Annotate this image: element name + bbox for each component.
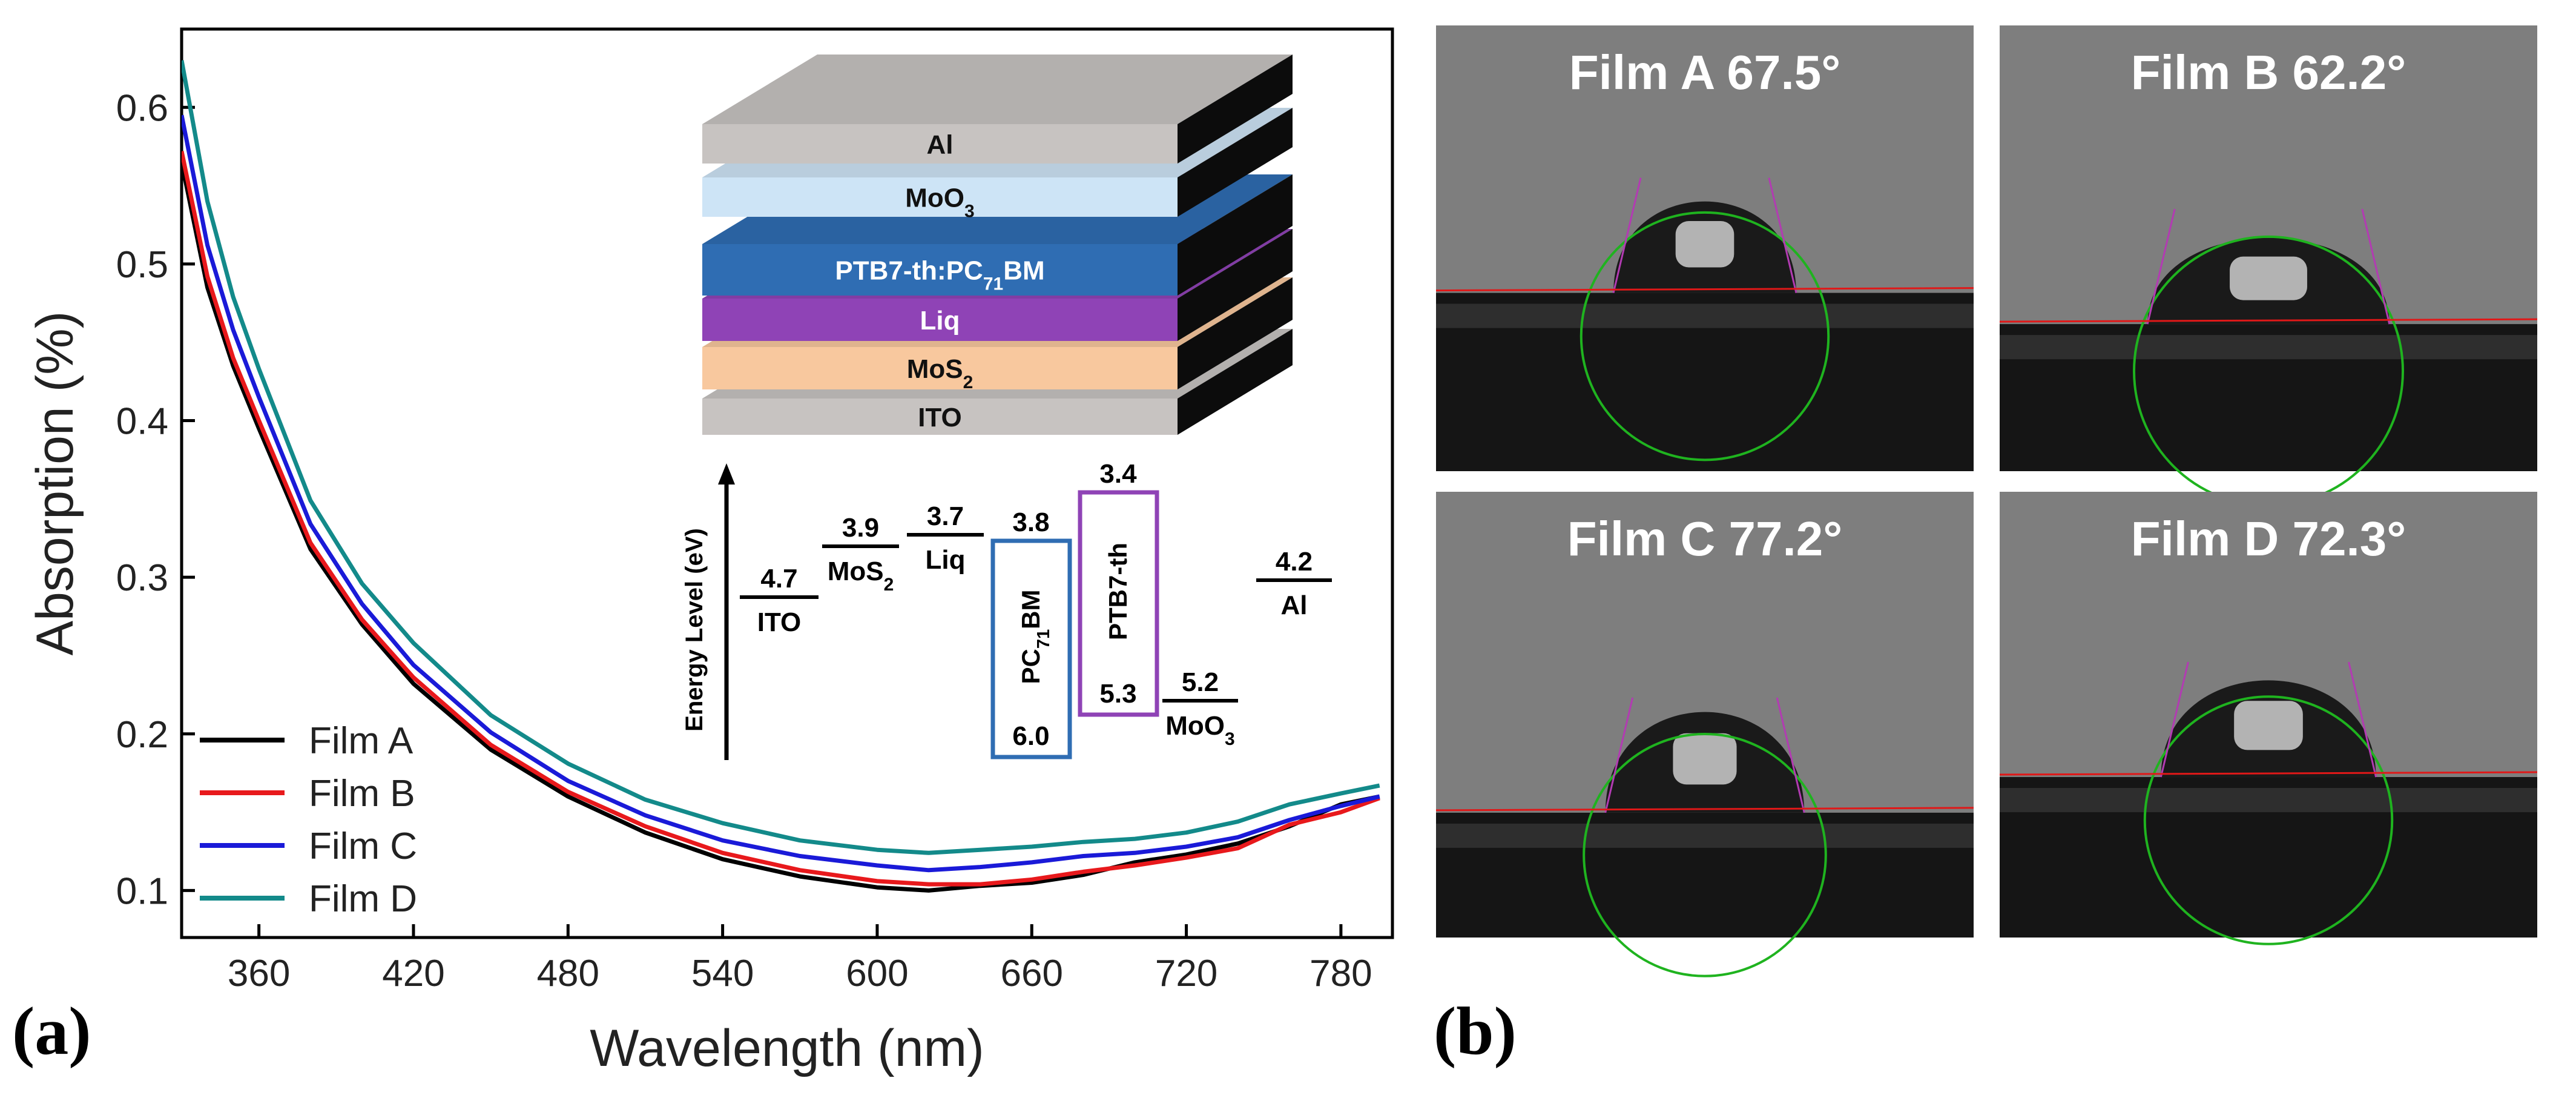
- series-line-film-c: [182, 114, 1380, 873]
- y-axis-label: Absorption (%): [26, 311, 84, 656]
- x-tick-label: 660: [1001, 953, 1063, 994]
- x-tick-label: 600: [846, 953, 908, 994]
- energy-box-pc: 3.8 6.0 PC71BM: [990, 508, 1072, 759]
- data-series: [182, 60, 1380, 893]
- energy-level-mos: 3.9 MoS2: [822, 513, 899, 595]
- legend-label: Film A: [309, 720, 413, 762]
- energy-box-ptb7-th: 3.4 5.3 PTB7-th: [1078, 459, 1159, 717]
- y-tick-label: 0.6: [116, 87, 168, 129]
- svg-text:PTB7-th:PC71BM: PTB7-th:PC71BM: [835, 256, 1044, 294]
- arrow-head-icon: [718, 463, 735, 485]
- svg-text:ITO: ITO: [757, 607, 802, 637]
- y-tick-label: 0.3: [116, 557, 168, 599]
- legend-label: Film D: [309, 878, 417, 920]
- svg-text:Al: Al: [1281, 590, 1308, 620]
- image-title: Film C 77.2°: [1567, 512, 1842, 566]
- y-tick-label: 0.2: [116, 714, 168, 756]
- energy-level-liq: 3.7 Liq: [907, 501, 984, 575]
- svg-text:Liq: Liq: [926, 545, 966, 575]
- svg-text:6.0: 6.0: [1012, 721, 1049, 751]
- legend-label: Film B: [309, 773, 415, 815]
- svg-text:5.3: 5.3: [1099, 679, 1136, 709]
- contact-angle-image-film-a: Film A 67.5°: [1435, 25, 1974, 471]
- svg-text:PTB7-th: PTB7-th: [1104, 543, 1132, 640]
- panel-b-label: (b): [1434, 994, 1517, 1069]
- x-axis-label: Wavelength (nm): [590, 1019, 984, 1077]
- svg-text:3.7: 3.7: [927, 501, 964, 531]
- svg-text:4.7: 4.7: [760, 564, 797, 594]
- legend-label: Film C: [309, 825, 417, 867]
- legend: Film A Film B Film C Film D: [200, 720, 417, 920]
- svg-text:3.8: 3.8: [1012, 508, 1049, 537]
- energy-level-ito: 4.7 ITO: [740, 564, 819, 637]
- svg-text:MoO3: MoO3: [1165, 711, 1234, 749]
- panel-b: Film A 67.5° Film B 62.2° Film C 77.2° Film…: [1435, 25, 2538, 977]
- x-tick-label: 780: [1309, 953, 1372, 994]
- energy-axis-label: Energy Level (eV): [681, 528, 708, 732]
- device-stack-inset: ITO MoS2 Liq PTB7-th:PC71BM MoO3 Al: [702, 55, 1293, 435]
- series-line-film-d: [182, 60, 1380, 855]
- x-tick-label: 540: [691, 953, 754, 994]
- energy-level-moo: 5.2 MoO3: [1162, 667, 1238, 749]
- axis-ticks: 360 420 480 540 600 660 720 780 0.1 0.2 0.3 0.4 0.5 0…: [116, 87, 1372, 994]
- image-title: Film B 62.2°: [2131, 45, 2406, 99]
- panel-a: 360 420 480 540 600 660 720 780 0.1 0.2 0.3 0.4 0.5 0…: [12, 27, 1394, 1077]
- y-tick-label: 0.5: [116, 244, 168, 286]
- x-tick-label: 360: [228, 953, 290, 994]
- y-tick-label: 0.4: [116, 401, 168, 443]
- y-tick-label: 0.1: [116, 870, 168, 912]
- stack-layer-al: Al: [702, 55, 1293, 164]
- x-tick-label: 420: [382, 953, 444, 994]
- svg-text:MoS2: MoS2: [828, 557, 894, 595]
- panel-a-label: (a): [12, 994, 91, 1069]
- svg-text:5.2: 5.2: [1182, 667, 1219, 697]
- svg-text:Liq: Liq: [920, 306, 960, 336]
- svg-text:MoS2: MoS2: [907, 354, 973, 392]
- series-line-film-a: [182, 162, 1380, 893]
- svg-text:ITO: ITO: [918, 403, 962, 432]
- energy-level-diagram: Energy Level (eV) 4.7 ITO 3.9 MoS2 3.7 Liq 5.2…: [681, 459, 1332, 760]
- svg-text:4.2: 4.2: [1276, 547, 1313, 577]
- contact-angle-image-film-b: Film B 62.2°: [1999, 25, 2538, 507]
- svg-text:MoO3: MoO3: [905, 184, 974, 222]
- svg-text:PC71BM: PC71BM: [1016, 590, 1053, 684]
- image-title: Film D 72.3°: [2131, 512, 2406, 566]
- svg-text:3.4: 3.4: [1099, 459, 1137, 489]
- series-line-film-b: [182, 150, 1380, 887]
- svg-text:Al: Al: [927, 130, 954, 160]
- x-tick-label: 720: [1155, 953, 1217, 994]
- contact-angle-image-film-d: Film D 72.3°: [1999, 492, 2538, 945]
- x-tick-label: 480: [537, 953, 599, 994]
- plot-frame: [180, 27, 1394, 939]
- svg-text:3.9: 3.9: [842, 513, 879, 543]
- contact-angle-image-film-c: Film C 77.2°: [1435, 492, 1974, 977]
- energy-level-al: 4.2 Al: [1256, 547, 1332, 620]
- image-title: Film A 67.5°: [1569, 45, 1840, 99]
